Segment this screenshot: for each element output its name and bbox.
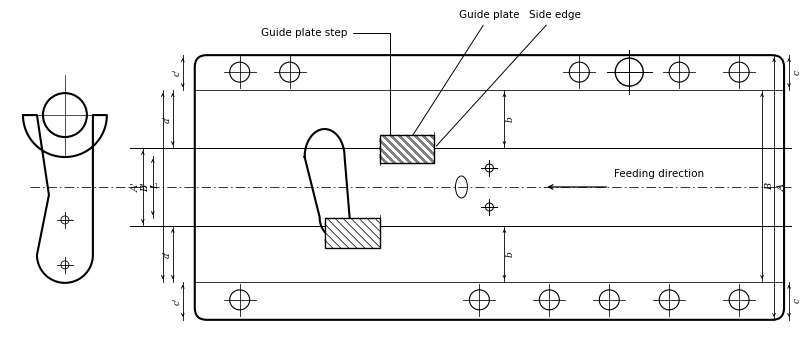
Text: A': A' xyxy=(131,182,140,192)
Text: Guide plate step: Guide plate step xyxy=(262,28,390,139)
Bar xyxy=(325,218,379,248)
Bar xyxy=(379,135,434,163)
Text: B: B xyxy=(766,183,774,190)
Text: b: b xyxy=(506,116,515,122)
Text: a': a' xyxy=(162,115,171,123)
Text: Side edge: Side edge xyxy=(436,10,582,146)
Text: c: c xyxy=(793,70,800,75)
Text: A: A xyxy=(778,184,786,191)
Text: c': c' xyxy=(172,69,182,76)
Text: c: c xyxy=(793,298,800,303)
Text: a': a' xyxy=(162,250,171,258)
Text: Feeding direction: Feeding direction xyxy=(614,169,704,179)
Text: b: b xyxy=(506,251,515,257)
Text: L: L xyxy=(151,183,160,189)
Text: B': B' xyxy=(142,182,150,192)
Text: Guide plate: Guide plate xyxy=(406,10,520,146)
Text: c': c' xyxy=(172,297,182,305)
